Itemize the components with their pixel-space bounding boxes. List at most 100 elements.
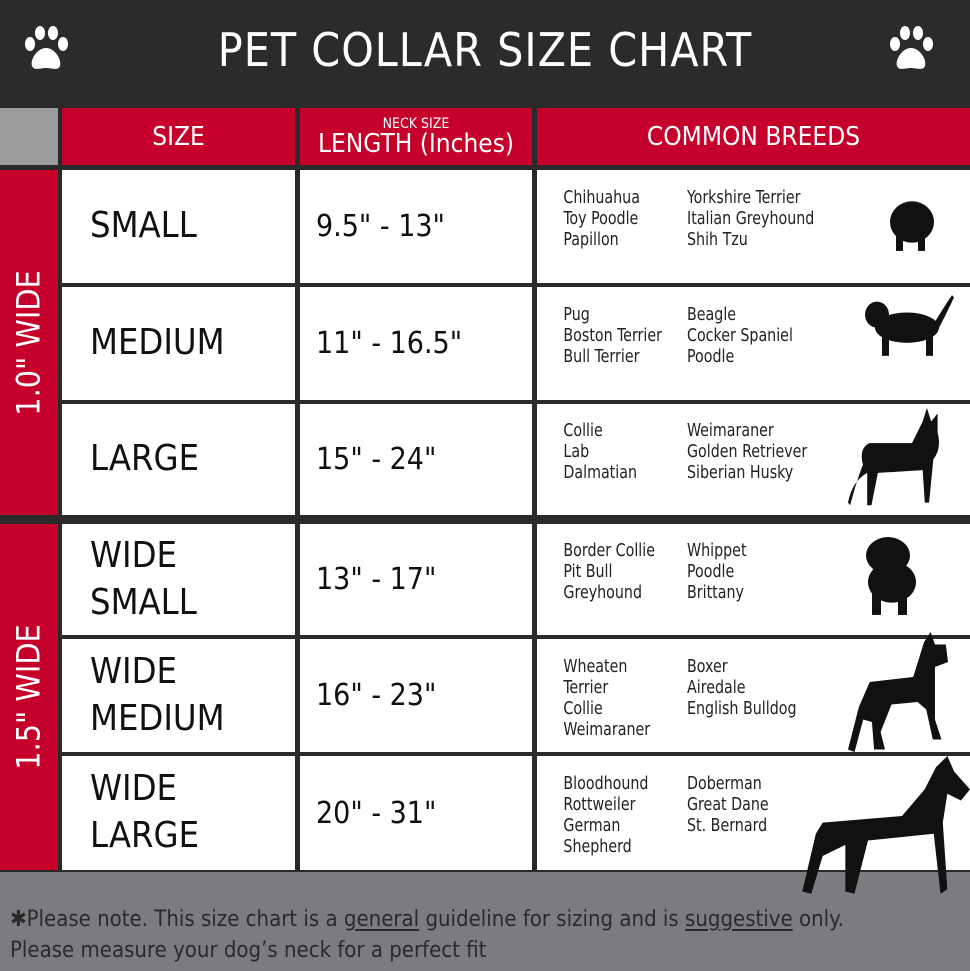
breed-column: Doberman Great Dane St. Bernard [687, 773, 819, 836]
group-label-text: 1.5" WIDE [10, 624, 49, 770]
header-length-label: LENGTH (Inches) [317, 128, 515, 159]
length-value: 16" - 23" [316, 678, 437, 713]
breed-column: Yorkshire Terrier Italian Greyhound Shih T… [687, 187, 819, 250]
breed-name: Pug [563, 303, 590, 325]
footer-line-1: ✱Please note. This size chart is a gener… [10, 904, 960, 935]
size-line: LARGE [90, 815, 200, 856]
breed-name: St. Bernard [687, 815, 768, 836]
breed-column: Boxer Airedale English Bulldog [687, 656, 819, 719]
breed-name: Yorkshire Terrier [687, 186, 801, 208]
breed-name: Wheaten Terrier [563, 655, 628, 698]
breed-name: Border Collie [563, 539, 656, 561]
header-breeds-label: COMMON BREEDS [646, 121, 861, 152]
size-line: WIDE [90, 650, 177, 692]
length-cell: 15" - 24" [300, 404, 532, 515]
footer-text: only. [792, 907, 844, 932]
footer-text: ✱Please note. This size chart is a [10, 907, 344, 932]
size-line: MEDIUM [90, 322, 225, 364]
breeds-cell: Bloodhound Rottweiler German Shepherd Dober… [537, 756, 970, 870]
size-line: WIDE [90, 534, 177, 576]
breed-name: Collie [563, 697, 603, 719]
length-cell: 16" - 23" [300, 639, 532, 752]
size-line: SMALL [90, 581, 197, 623]
breed-column: Border Collie Pit Bull Greyhound [537, 540, 669, 603]
dog-silhouette-icon [866, 537, 916, 615]
size-line: MEDIUM [90, 697, 225, 739]
length-value: 11" - 16.5" [316, 326, 463, 361]
footer-emphasis: suggestive [685, 907, 793, 932]
length-value: 9.5" - 13" [316, 209, 445, 244]
footer-emphasis: general [343, 907, 420, 932]
breed-column: Weimaraner Golden Retriever Siberian Husky [687, 420, 819, 483]
breed-column: Beagle Cocker Spaniel Poodle [687, 304, 819, 367]
group-label-1in: 1.0" WIDE [0, 170, 58, 515]
breed-name: Weimaraner [687, 419, 774, 441]
group-label-1-5in: 1.5" WIDE [0, 524, 58, 870]
size-cell: WIDE MEDIUM [62, 639, 295, 752]
dog-silhouette-icon [802, 756, 970, 894]
length-cell: 9.5" - 13" [300, 170, 532, 283]
breed-name: Airedale [687, 676, 746, 698]
size-label: WIDE MEDIUM [90, 649, 225, 743]
footer-line-2: Please measure your dog’s neck for a per… [10, 938, 487, 963]
size-label: WIDE LARGE [90, 766, 199, 860]
breed-name: German Shepherd [563, 815, 632, 857]
breed-name: Lab [563, 440, 590, 462]
breed-name: Cocker Spaniel [687, 324, 793, 346]
size-line: SMALL [90, 205, 197, 247]
breed-name: Chihuahua [563, 186, 640, 208]
size-cell: WIDE SMALL [62, 524, 295, 635]
breed-name: Shih Tzu [687, 228, 748, 250]
breed-name: Bloodhound [563, 773, 649, 794]
breed-name: Rottweiler [563, 794, 636, 815]
dog-silhouette-icon [890, 201, 934, 251]
length-value: 20" - 31" [316, 795, 437, 831]
breed-name: Brittany [687, 581, 744, 603]
dog-silhouette-icon [848, 408, 940, 506]
size-label: WIDE SMALL [90, 533, 197, 627]
breed-name: Poodle [687, 560, 735, 582]
breed-name: Great Dane [687, 794, 769, 815]
breed-name: Boston Terrier [563, 324, 662, 346]
header-length: NECK SIZE LENGTH (Inches) [300, 108, 532, 165]
size-line: LARGE [90, 438, 200, 480]
breed-name: Siberian Husky [687, 461, 794, 483]
breed-name: Pit Bull [563, 560, 613, 582]
breed-column: Wheaten Terrier Collie Weimaraner [537, 656, 669, 740]
breed-name: Italian Greyhound [687, 207, 815, 229]
breed-column: Chihuahua Toy Poodle Papillon [537, 187, 669, 250]
size-label: MEDIUM [90, 320, 225, 367]
header-breeds: COMMON BREEDS [537, 108, 970, 165]
breed-name: Beagle [687, 303, 737, 325]
group-label-text: 1.0" WIDE [10, 269, 49, 416]
size-cell: MEDIUM [62, 287, 295, 400]
size-line: WIDE [90, 768, 177, 810]
dog-silhouette-icon [848, 632, 948, 752]
breed-name: Poodle [687, 345, 735, 367]
header-size-label: SIZE [152, 121, 205, 152]
breed-name: Dalmatian [563, 461, 638, 483]
breed-name: Doberman [687, 773, 762, 794]
breed-column: Pug Boston Terrier Bull Terrier [537, 304, 669, 367]
size-cell: WIDE LARGE [62, 756, 295, 870]
paw-icon [890, 26, 933, 69]
page-title: PET COLLAR SIZE CHART [0, 0, 970, 100]
header-corner [0, 108, 58, 165]
breed-name: Toy Poodle [563, 207, 639, 229]
breed-name: Whippet [687, 539, 747, 561]
dog-silhouette-icon [865, 295, 954, 356]
breed-name: Weimaraner [563, 718, 651, 740]
length-value: 15" - 24" [316, 442, 437, 477]
breed-name: Greyhound [563, 581, 643, 603]
breed-name: Boxer [687, 655, 728, 677]
footer-text: guideline for sizing and is [419, 907, 686, 932]
header-neck-size: NECK SIZE [382, 115, 450, 132]
breed-name: Collie [563, 419, 603, 441]
breed-column: Whippet Poodle Brittany [687, 540, 819, 603]
breeds-cell: Pug Boston Terrier Bull Terrier Beagle Cocke… [537, 287, 970, 400]
paw-icon [25, 26, 68, 69]
size-cell: SMALL [62, 170, 295, 283]
size-label: LARGE [90, 436, 199, 483]
breed-name: Bull Terrier [563, 345, 640, 367]
breed-name: Papillon [563, 228, 619, 250]
